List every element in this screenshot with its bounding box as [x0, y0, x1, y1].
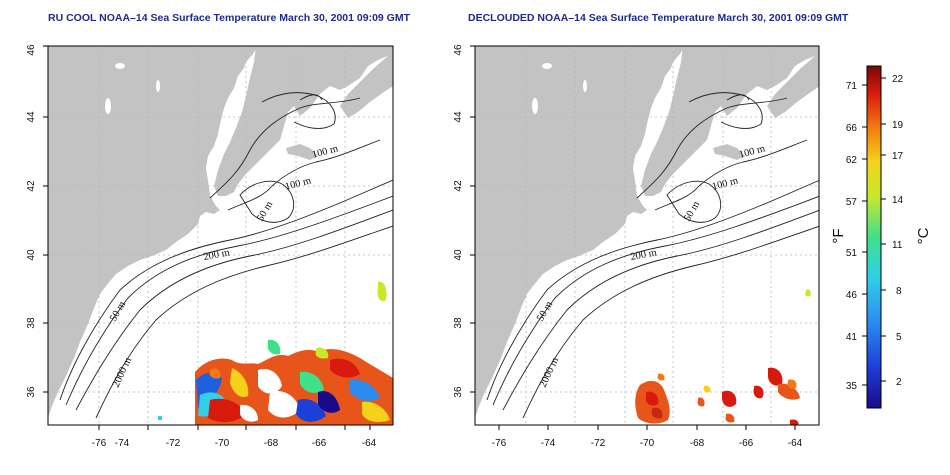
svg-text:35: 35	[846, 381, 858, 392]
land-mass	[475, 46, 819, 418]
y-axis-labels-declouded: 46 44 42 40 38 36	[453, 44, 464, 398]
svg-text:71: 71	[846, 81, 858, 92]
panel-title-declouded: DECLOUDED NOAA–14 Sea Surface Temperatur…	[468, 12, 849, 24]
svg-text:44: 44	[26, 111, 37, 123]
svg-text:19: 19	[892, 120, 904, 131]
svg-text:-74: -74	[115, 438, 130, 449]
svg-text:8: 8	[896, 286, 902, 297]
map-panel-declouded: 100 m 100 m 50 m 200 m 50 m 2000 m	[453, 44, 820, 449]
svg-text:-64: -64	[362, 438, 377, 449]
svg-text:46: 46	[26, 44, 37, 56]
svg-text:41: 41	[846, 332, 858, 343]
svg-text:-70: -70	[215, 438, 230, 449]
svg-text:-66: -66	[739, 438, 754, 449]
svg-text:-66: -66	[312, 438, 327, 449]
svg-text:5: 5	[896, 332, 902, 343]
svg-text:36: 36	[26, 386, 37, 398]
panel-title-raw: RU COOL NOAA–14 Sea Surface Temperature …	[48, 12, 411, 24]
map-panel-raw: 100 m 100 m 50 m 200 m 50 m 2000 m	[26, 44, 394, 449]
bathymetry-contours	[59, 92, 393, 419]
svg-text:-70: -70	[640, 438, 655, 449]
svg-text:38: 38	[26, 317, 37, 329]
sst-data-raw	[158, 281, 393, 425]
svg-text:-76: -76	[92, 438, 107, 449]
svg-text:-68: -68	[264, 438, 279, 449]
map-frame-raw	[47, 45, 394, 426]
y-axis-labels-raw: 46 44 42 40 38 36	[26, 44, 37, 398]
x-axis-labels-raw: -76 -74 -72 -70 -68 -66 -64	[92, 438, 377, 449]
fahrenheit-unit: °F	[830, 228, 847, 243]
svg-text:51: 51	[846, 248, 858, 259]
svg-text:36: 36	[453, 386, 464, 398]
graticule	[475, 46, 819, 425]
temperature-colorbar: 71 66 62 57 51 46 41 35 22 19 17 14 11 8…	[830, 65, 932, 409]
sst-data-declouded	[635, 289, 811, 425]
svg-text:46: 46	[453, 44, 464, 56]
bathymetry-contours	[486, 92, 819, 419]
svg-text:42: 42	[26, 180, 37, 192]
svg-text:-72: -72	[166, 438, 181, 449]
svg-text:11: 11	[892, 240, 903, 251]
svg-text:-64: -64	[788, 438, 803, 449]
celsius-scale: 22 19 17 14 11 8 5 2	[892, 74, 904, 388]
svg-text:2: 2	[896, 377, 902, 388]
svg-text:42: 42	[453, 180, 464, 192]
svg-text:44: 44	[453, 111, 464, 123]
svg-text:66: 66	[846, 123, 858, 134]
svg-text:200 m: 200 m	[630, 248, 658, 263]
svg-text:38: 38	[453, 317, 464, 329]
svg-text:-76: -76	[492, 438, 507, 449]
svg-text:46: 46	[846, 290, 858, 301]
fahrenheit-scale: 71 66 62 57 51 46 41 35	[846, 81, 858, 392]
svg-text:-68: -68	[690, 438, 705, 449]
svg-text:40: 40	[453, 249, 464, 261]
colorbar-gradient	[866, 65, 882, 409]
svg-text:-74: -74	[541, 438, 556, 449]
svg-text:14: 14	[892, 195, 904, 206]
svg-text:62: 62	[846, 155, 858, 166]
svg-text:17: 17	[892, 151, 904, 162]
celsius-unit: °C	[915, 227, 932, 244]
x-axis-labels-declouded: -76 -74 -72 -70 -68 -66 -64	[492, 438, 803, 449]
svg-text:-72: -72	[591, 438, 606, 449]
svg-text:22: 22	[892, 74, 904, 85]
svg-text:200 m: 200 m	[203, 248, 231, 263]
svg-text:57: 57	[846, 197, 858, 208]
svg-text:40: 40	[26, 249, 37, 261]
land-mass	[48, 46, 393, 418]
